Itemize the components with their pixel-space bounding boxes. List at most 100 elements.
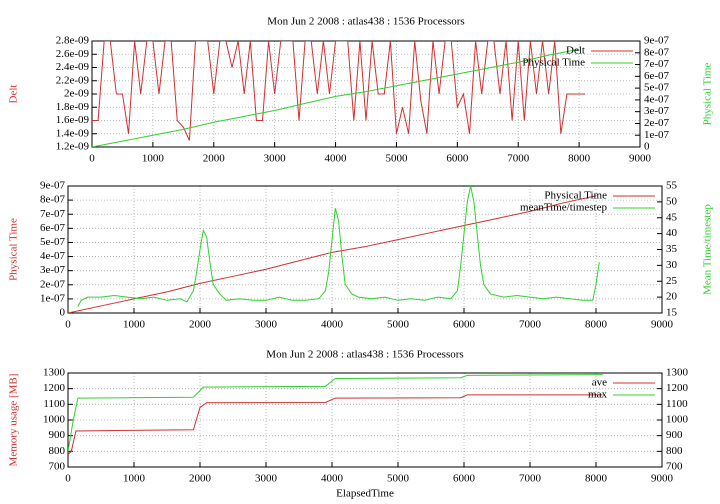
- chart-title: Mon Jun 2 2008 : atlas438 : 1536 Process…: [267, 16, 464, 28]
- y2-tick-label: 1300: [666, 367, 689, 379]
- y2-tick-label: 30: [666, 259, 678, 271]
- x-tick-label: 5000: [387, 473, 410, 485]
- y-tick-label: 9e-07: [40, 180, 66, 192]
- series-line: [92, 48, 580, 147]
- x-tick-label: 4000: [325, 153, 348, 165]
- y2-tick-label: 0: [644, 141, 650, 153]
- y2-tick-label: 900: [666, 429, 683, 441]
- y2-tick-label: 50: [666, 195, 678, 207]
- y2-tick-label: 1000: [666, 414, 689, 426]
- legend-label: meanTime/timestep: [520, 202, 607, 214]
- y-tick-label: 1e-07: [40, 292, 66, 304]
- y-tick-label: 2.2e-09: [56, 74, 90, 86]
- y2-tick-label: 3e-07: [644, 105, 670, 117]
- y2-tick-label: 25: [666, 275, 678, 287]
- x-tick-label: 2000: [189, 473, 212, 485]
- x-tick-label: 3000: [264, 153, 287, 165]
- y-tick-label: 8e-07: [40, 194, 66, 206]
- y-tick-label: 1.4e-09: [56, 127, 90, 139]
- series-line: [68, 374, 603, 452]
- series-line: [77, 186, 600, 307]
- y2-tick-label: 700: [666, 461, 683, 473]
- y2-tick-label: 35: [666, 243, 678, 255]
- y2-tick-label: 15: [666, 307, 678, 319]
- y-tick-label: 700: [49, 461, 66, 473]
- y-axis-label: Memory usage [MB]: [8, 374, 20, 467]
- y-tick-label: 1100: [43, 398, 65, 410]
- x-tick-label: 1000: [123, 319, 146, 331]
- legend-label: max: [588, 389, 607, 401]
- x-tick-label: 3000: [255, 319, 278, 331]
- y-tick-label: 2.4e-09: [56, 61, 90, 73]
- y-axis-label: Physical Time: [8, 218, 20, 281]
- y2-axis-label: Physical Time: [702, 63, 714, 126]
- legend-label: Physical Time: [544, 190, 607, 202]
- x-tick-label: 9000: [651, 473, 674, 485]
- y2-tick-label: 1200: [666, 382, 689, 394]
- x-axis-label: ElapsedTime: [336, 488, 394, 500]
- y-tick-label: 1.8e-09: [56, 101, 90, 113]
- legend-label: Delt: [566, 45, 585, 57]
- series-line: [68, 195, 597, 313]
- y-tick-label: 1000: [43, 414, 66, 426]
- y-tick-label: 2.6e-09: [56, 48, 90, 60]
- plot-frame: [67, 372, 663, 468]
- x-tick-label: 8000: [585, 473, 608, 485]
- y2-tick-label: 45: [666, 211, 678, 223]
- y-tick-label: 0: [60, 307, 66, 319]
- y-tick-label: 900: [49, 429, 66, 441]
- x-tick-label: 9000: [651, 319, 674, 331]
- y-tick-label: 1300: [43, 367, 66, 379]
- x-tick-label: 7000: [507, 153, 530, 165]
- chart-title: Mon Jun 2 2008 : atlas438 : 1536 Process…: [266, 349, 463, 361]
- series-line: [68, 394, 603, 455]
- y-tick-label: 6e-07: [40, 222, 66, 234]
- x-tick-label: 2000: [189, 319, 212, 331]
- y-axis-label: Delt: [8, 85, 20, 104]
- x-tick-label: 2000: [203, 153, 226, 165]
- y-tick-label: 1200: [43, 382, 66, 394]
- x-tick-label: 0: [65, 319, 71, 331]
- y2-tick-label: 40: [666, 227, 678, 239]
- y2-tick-label: 8e-07: [644, 46, 670, 58]
- y-tick-label: 5e-07: [40, 236, 66, 248]
- x-tick-label: 7000: [519, 473, 542, 485]
- y-tick-label: 1.6e-09: [56, 114, 90, 126]
- x-tick-label: 4000: [321, 319, 344, 331]
- x-tick-label: 6000: [446, 153, 469, 165]
- y-tick-label: 7e-07: [40, 208, 66, 220]
- series-line: [92, 41, 586, 141]
- y2-tick-label: 55: [666, 180, 678, 192]
- x-tick-label: 9000: [629, 153, 652, 165]
- plot-frame: [91, 40, 641, 148]
- x-tick-label: 6000: [453, 473, 476, 485]
- y-tick-label: 4e-07: [40, 250, 66, 262]
- y2-tick-label: 5e-07: [644, 82, 670, 94]
- y-tick-label: 800: [49, 445, 66, 457]
- y2-tick-label: 7e-07: [644, 58, 670, 70]
- x-tick-label: 6000: [453, 319, 476, 331]
- y2-tick-label: 2e-07: [644, 117, 670, 129]
- x-tick-label: 1000: [123, 473, 146, 485]
- y-tick-label: 3e-07: [40, 264, 66, 276]
- x-tick-label: 4000: [321, 473, 344, 485]
- x-tick-label: 3000: [255, 473, 278, 485]
- y2-tick-label: 800: [666, 445, 683, 457]
- y2-tick-label: 20: [666, 291, 678, 303]
- x-tick-label: 8000: [585, 319, 608, 331]
- x-tick-label: 5000: [385, 153, 408, 165]
- y2-tick-label: 4e-07: [644, 93, 670, 105]
- x-tick-label: 0: [89, 153, 95, 165]
- y2-tick-label: 1e-07: [644, 129, 670, 141]
- y-tick-label: 2.8e-09: [56, 35, 90, 47]
- y2-tick-label: 9e-07: [644, 35, 670, 47]
- y-tick-label: 2e-07: [40, 278, 66, 290]
- y-tick-label: 1.2e-09: [56, 141, 90, 153]
- x-tick-label: 1000: [142, 153, 165, 165]
- legend-label: Physical Time: [522, 57, 585, 69]
- legend-label: ave: [592, 377, 607, 389]
- y-tick-label: 2e-09: [64, 88, 90, 100]
- y2-tick-label: 6e-07: [644, 70, 670, 82]
- x-tick-label: 8000: [568, 153, 591, 165]
